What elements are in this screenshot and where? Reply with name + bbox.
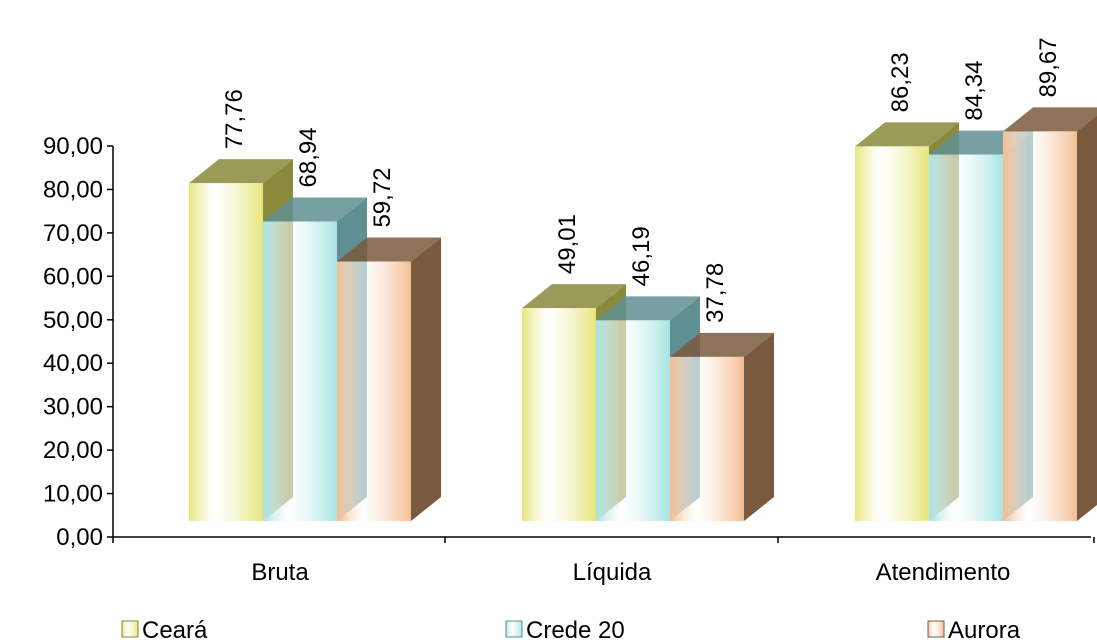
data-label: 37,78 xyxy=(702,263,729,323)
category-label: Atendimento xyxy=(876,559,1011,586)
axes: 0,00 10,00 20,00 30,00 40,00 50,00 60,00 70,00 8… xyxy=(43,133,1095,586)
data-labels: 77,76 68,94 59,72 49,01 46,19 37,78 86,23 84,34… xyxy=(221,37,1062,322)
y-tick-label: 40,00 xyxy=(43,350,103,377)
y-tick-label: 70,00 xyxy=(43,220,103,247)
data-label: 77,76 xyxy=(221,89,248,149)
y-tick-label: 20,00 xyxy=(43,437,103,464)
legend-label: Aurora xyxy=(948,617,1021,642)
bars xyxy=(189,107,1097,522)
bar-aurora xyxy=(1003,107,1097,522)
data-label: 89,67 xyxy=(1035,37,1062,97)
legend-label: Ceará xyxy=(142,617,208,642)
legend-swatch xyxy=(927,620,945,638)
data-label: 49,01 xyxy=(554,214,581,274)
bar-aurora xyxy=(670,332,774,521)
data-label: 59,72 xyxy=(369,167,396,227)
y-tick-label: 10,00 xyxy=(43,481,103,508)
legend-item: Aurora xyxy=(927,617,1021,642)
y-tick-label: 30,00 xyxy=(43,394,103,421)
data-label: 68,94 xyxy=(295,127,322,187)
data-label: 86,23 xyxy=(887,52,914,112)
y-tick-label: 60,00 xyxy=(43,263,103,290)
category-label: Bruta xyxy=(251,559,309,586)
legend-item: Ceará xyxy=(121,617,208,642)
legend: Ceará Crede 20 Aurora xyxy=(121,617,1021,642)
y-tick-label: 90,00 xyxy=(43,133,103,160)
legend-swatch xyxy=(505,620,523,638)
category-label: Líquida xyxy=(573,559,652,586)
legend-label: Crede 20 xyxy=(526,617,625,642)
y-tick-label: 0,00 xyxy=(56,524,103,551)
y-tick-label: 50,00 xyxy=(43,307,103,334)
y-tick-label: 80,00 xyxy=(43,176,103,203)
legend-item: Crede 20 xyxy=(505,617,625,642)
data-label: 46,19 xyxy=(628,226,655,286)
bar-aurora xyxy=(337,237,441,521)
data-label: 84,34 xyxy=(961,61,988,121)
legend-swatch xyxy=(121,620,139,638)
